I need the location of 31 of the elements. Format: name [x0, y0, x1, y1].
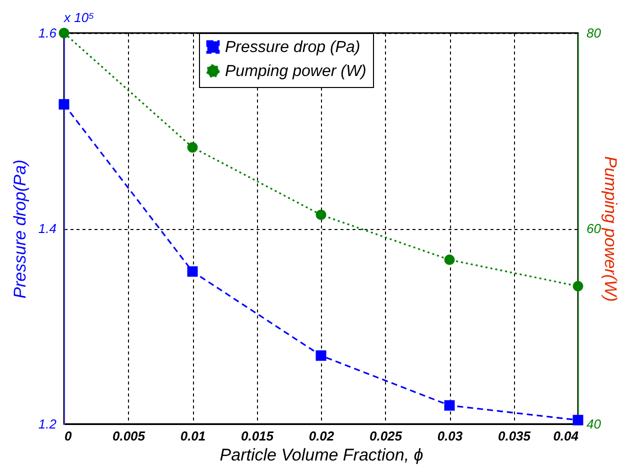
x-tick-label: 0.04 [553, 428, 580, 444]
x-tick-label: 0.03 [437, 428, 464, 444]
point [58, 99, 70, 110]
point [444, 400, 455, 411]
point [316, 210, 326, 220]
x-tick-label: 0.035 [498, 428, 532, 444]
point [58, 28, 70, 38]
point [444, 254, 455, 266]
y2-axis-title: Pumping power(W) [600, 156, 619, 302]
x-tick-label: 0.025 [369, 428, 403, 444]
x-tick-label: 0.02 [308, 428, 335, 444]
y-tick-label: 1.2 [38, 416, 58, 432]
point [187, 266, 198, 277]
legend-label: Pumping power (W) [225, 63, 366, 80]
x-axis-title: Particle Volume Fraction, ϕ [220, 446, 424, 464]
point [572, 414, 584, 426]
y-tick-label: 1.6 [38, 26, 58, 40]
point [187, 142, 198, 153]
x-tick-label: 0 [64, 428, 72, 444]
point [316, 350, 326, 361]
x-tick-label: 0.005 [112, 428, 146, 444]
y-tick-label: 1.4 [38, 221, 56, 236]
x-tick-label: 0.01 [180, 428, 206, 444]
y2-tick-label: 80 [586, 26, 602, 40]
x-tick-label: 0.015 [240, 428, 274, 444]
y-axis-title: Pressure drop(Pa) [10, 160, 30, 298]
y2-tick-label: 40 [586, 416, 602, 432]
y2-tick-label: 60 [586, 221, 602, 236]
point [572, 280, 584, 292]
legend-label: Pressure drop (Pa) [225, 39, 360, 56]
text: x 10⁵ [63, 10, 95, 25]
